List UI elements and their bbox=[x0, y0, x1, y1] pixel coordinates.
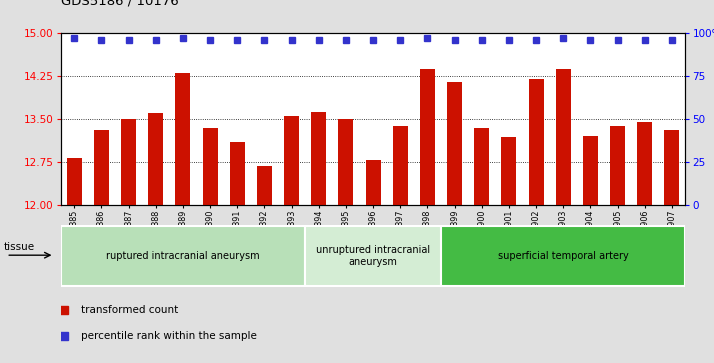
Bar bbox=[305, 226, 441, 286]
Bar bbox=[230, 142, 245, 205]
Bar bbox=[61, 226, 305, 286]
Bar bbox=[94, 130, 109, 205]
Text: transformed count: transformed count bbox=[81, 305, 178, 315]
Bar bbox=[311, 112, 326, 205]
Bar bbox=[637, 122, 652, 205]
Bar bbox=[420, 69, 435, 205]
Bar bbox=[121, 119, 136, 205]
Bar bbox=[441, 226, 685, 286]
Text: superficial temporal artery: superficial temporal artery bbox=[498, 251, 628, 261]
Bar bbox=[149, 113, 164, 205]
Text: ruptured intracranial aneurysm: ruptured intracranial aneurysm bbox=[106, 251, 260, 261]
Bar bbox=[474, 127, 489, 205]
Bar bbox=[176, 73, 191, 205]
Text: unruptured intracranial
aneurysm: unruptured intracranial aneurysm bbox=[316, 245, 430, 267]
Bar bbox=[528, 79, 543, 205]
Bar bbox=[447, 82, 462, 205]
Text: percentile rank within the sample: percentile rank within the sample bbox=[81, 331, 257, 341]
Bar bbox=[67, 158, 81, 205]
Bar bbox=[583, 136, 598, 205]
Text: GDS5186 / 10176: GDS5186 / 10176 bbox=[61, 0, 178, 7]
Bar bbox=[284, 116, 299, 205]
Bar bbox=[501, 137, 516, 205]
Bar bbox=[203, 127, 218, 205]
Bar bbox=[555, 69, 570, 205]
Bar bbox=[665, 130, 679, 205]
Bar bbox=[393, 126, 408, 205]
Bar bbox=[610, 126, 625, 205]
Text: tissue: tissue bbox=[4, 242, 35, 252]
Bar bbox=[257, 166, 272, 205]
Bar bbox=[338, 119, 353, 205]
Bar bbox=[366, 160, 381, 205]
